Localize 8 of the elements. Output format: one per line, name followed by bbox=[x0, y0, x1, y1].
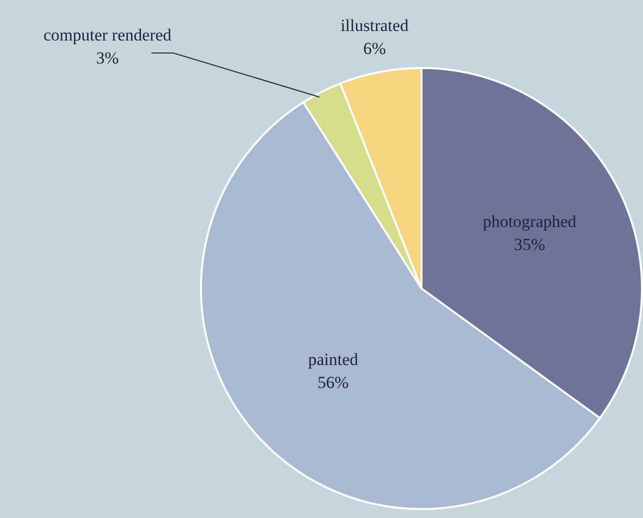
data-label: 6% bbox=[363, 38, 386, 58]
data-label: 3% bbox=[96, 48, 119, 68]
data-label: 56% bbox=[318, 372, 349, 392]
slice-label: photographed bbox=[482, 212, 577, 231]
slice-label: computer rendered bbox=[43, 26, 172, 44]
slice-label: illustrated bbox=[340, 16, 410, 35]
slice-label: painted bbox=[308, 350, 359, 369]
data-label: 35% bbox=[514, 234, 546, 254]
